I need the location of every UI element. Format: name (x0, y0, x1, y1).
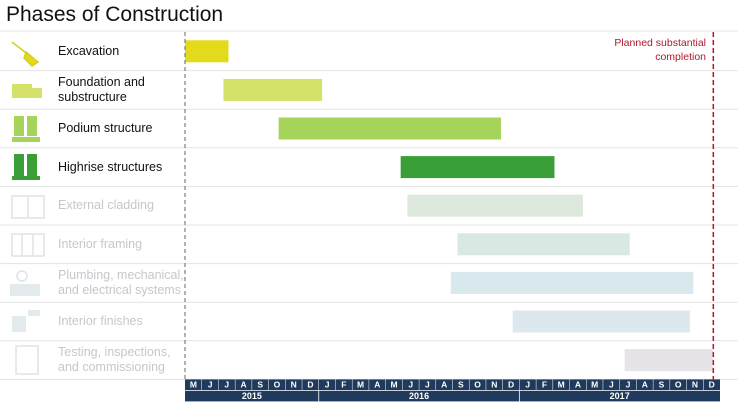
month-label: J (626, 380, 631, 390)
chart-title: Phases of Construction (6, 3, 224, 26)
month-label: J (425, 380, 430, 390)
month-label: O (274, 380, 281, 390)
task-label: Plumbing, mechanical, and electrical sys… (58, 267, 184, 297)
task-label: Podium structure (58, 121, 153, 135)
month-label: D (709, 380, 715, 390)
task-bar (512, 310, 690, 333)
task-bar (400, 156, 555, 179)
month-label: J (525, 380, 530, 390)
month-label: M (390, 380, 397, 390)
milestone-label: Planned substantial completion (614, 37, 706, 63)
month-label: A (642, 380, 648, 390)
month-label: M (357, 380, 364, 390)
month-label: N (291, 380, 297, 390)
month-label: D (307, 380, 313, 390)
task-bar (450, 271, 694, 294)
month-label: J (408, 380, 413, 390)
task-bar (624, 349, 714, 372)
icons (10, 41, 45, 375)
month-label: S (458, 380, 464, 390)
month-label: J (325, 380, 330, 390)
month-label: O (675, 380, 682, 390)
month-label: A (374, 380, 380, 390)
year-label: 2016 (409, 391, 429, 401)
task-label: Interior finishes (58, 314, 143, 328)
month-label: M (591, 380, 598, 390)
task-bar (223, 78, 323, 101)
month-label: O (474, 380, 481, 390)
month-label: A (575, 380, 581, 390)
task-label: Interior framing (58, 236, 143, 251)
task-label: Excavation (58, 43, 120, 58)
year-label: 2017 (610, 391, 630, 401)
month-label: J (208, 380, 213, 390)
month-label: S (257, 380, 263, 390)
month-label: A (240, 380, 246, 390)
month-label: J (224, 380, 229, 390)
month-label: F (341, 380, 346, 390)
month-label: J (609, 380, 614, 390)
task-label: Foundation and substructure (58, 74, 145, 104)
month-label: A (441, 380, 447, 390)
task-label: Highrise structures (58, 159, 163, 174)
month-label: N (692, 380, 698, 390)
task-bar (278, 117, 501, 140)
month-label: F (542, 380, 547, 390)
task-label: External cladding (58, 198, 154, 213)
month-label: N (491, 380, 497, 390)
task-bar (407, 194, 583, 217)
month-label: S (659, 380, 665, 390)
month-label: M (558, 380, 565, 390)
month-label: M (190, 380, 197, 390)
task-bar (457, 233, 630, 256)
month-label: D (508, 380, 514, 390)
task-bar (185, 40, 229, 63)
year-label: 2015 (242, 391, 262, 401)
task-label: Testing, inspections, and commissioning (58, 345, 171, 375)
